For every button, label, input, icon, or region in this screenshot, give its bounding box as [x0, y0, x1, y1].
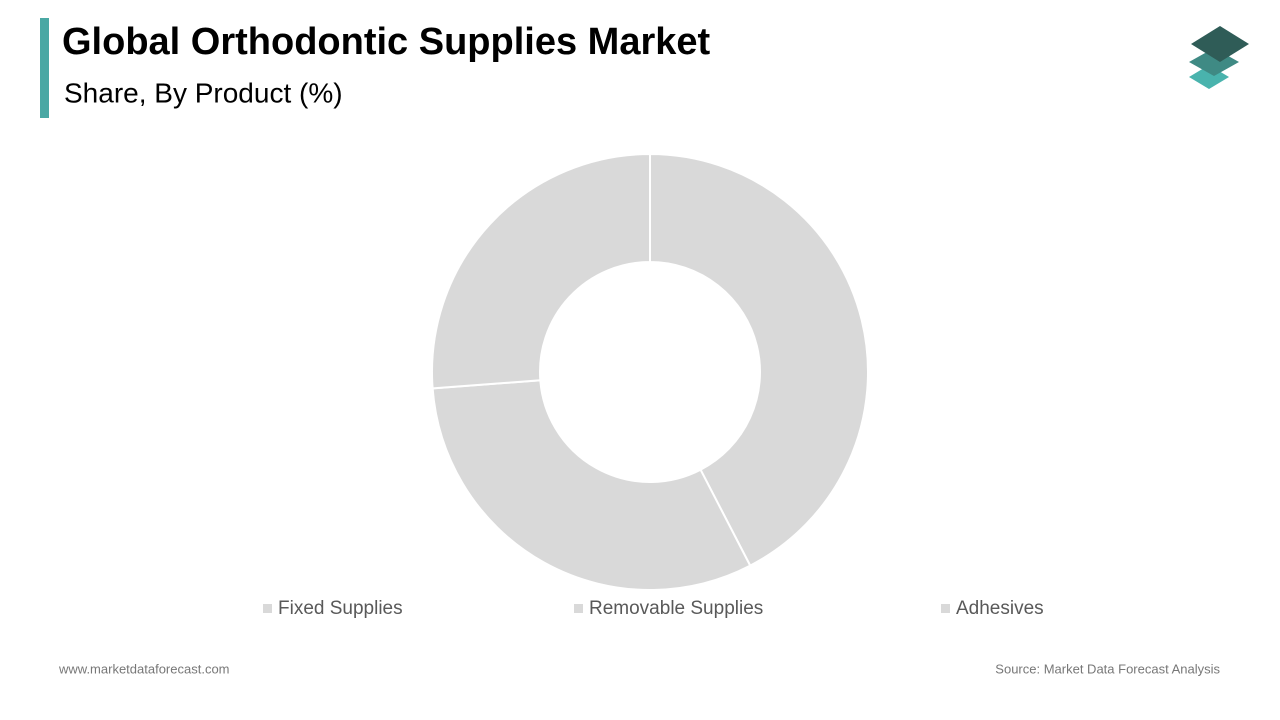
footer-source: Source: Market Data Forecast Analysis — [995, 661, 1220, 676]
legend-swatch — [941, 604, 950, 613]
footer-website: www.marketdataforecast.com — [58, 661, 230, 676]
title-accent — [40, 18, 49, 118]
chart-title: Global Orthodontic Supplies Market — [62, 21, 711, 63]
donut-segment — [431, 379, 752, 591]
legend-label: Adhesives — [956, 598, 1044, 619]
legend-swatch — [263, 604, 272, 613]
logo — [1189, 26, 1249, 89]
chart-subtitle: Share, By Product (%) — [64, 77, 343, 108]
donut-segment — [431, 152, 651, 390]
legend-label: Fixed Supplies — [278, 598, 403, 619]
legend-label: Removable Supplies — [589, 598, 763, 619]
legend-swatch — [574, 604, 583, 613]
donut-segment — [649, 152, 869, 567]
